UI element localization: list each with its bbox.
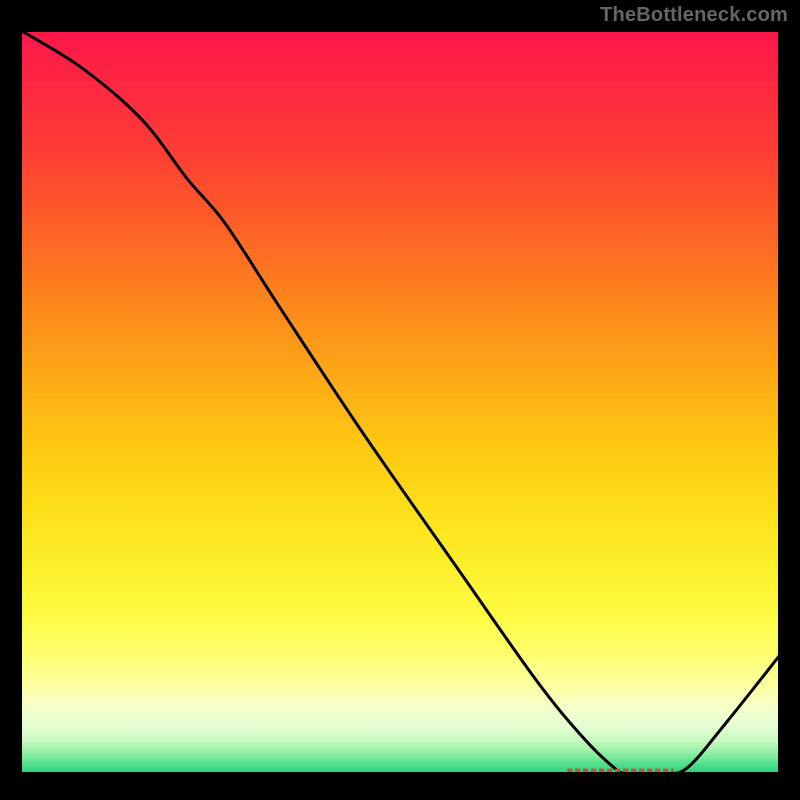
bottleneck-chart bbox=[0, 0, 800, 800]
plot-background bbox=[20, 30, 780, 774]
watermark-label: TheBottleneck.com bbox=[600, 4, 788, 27]
